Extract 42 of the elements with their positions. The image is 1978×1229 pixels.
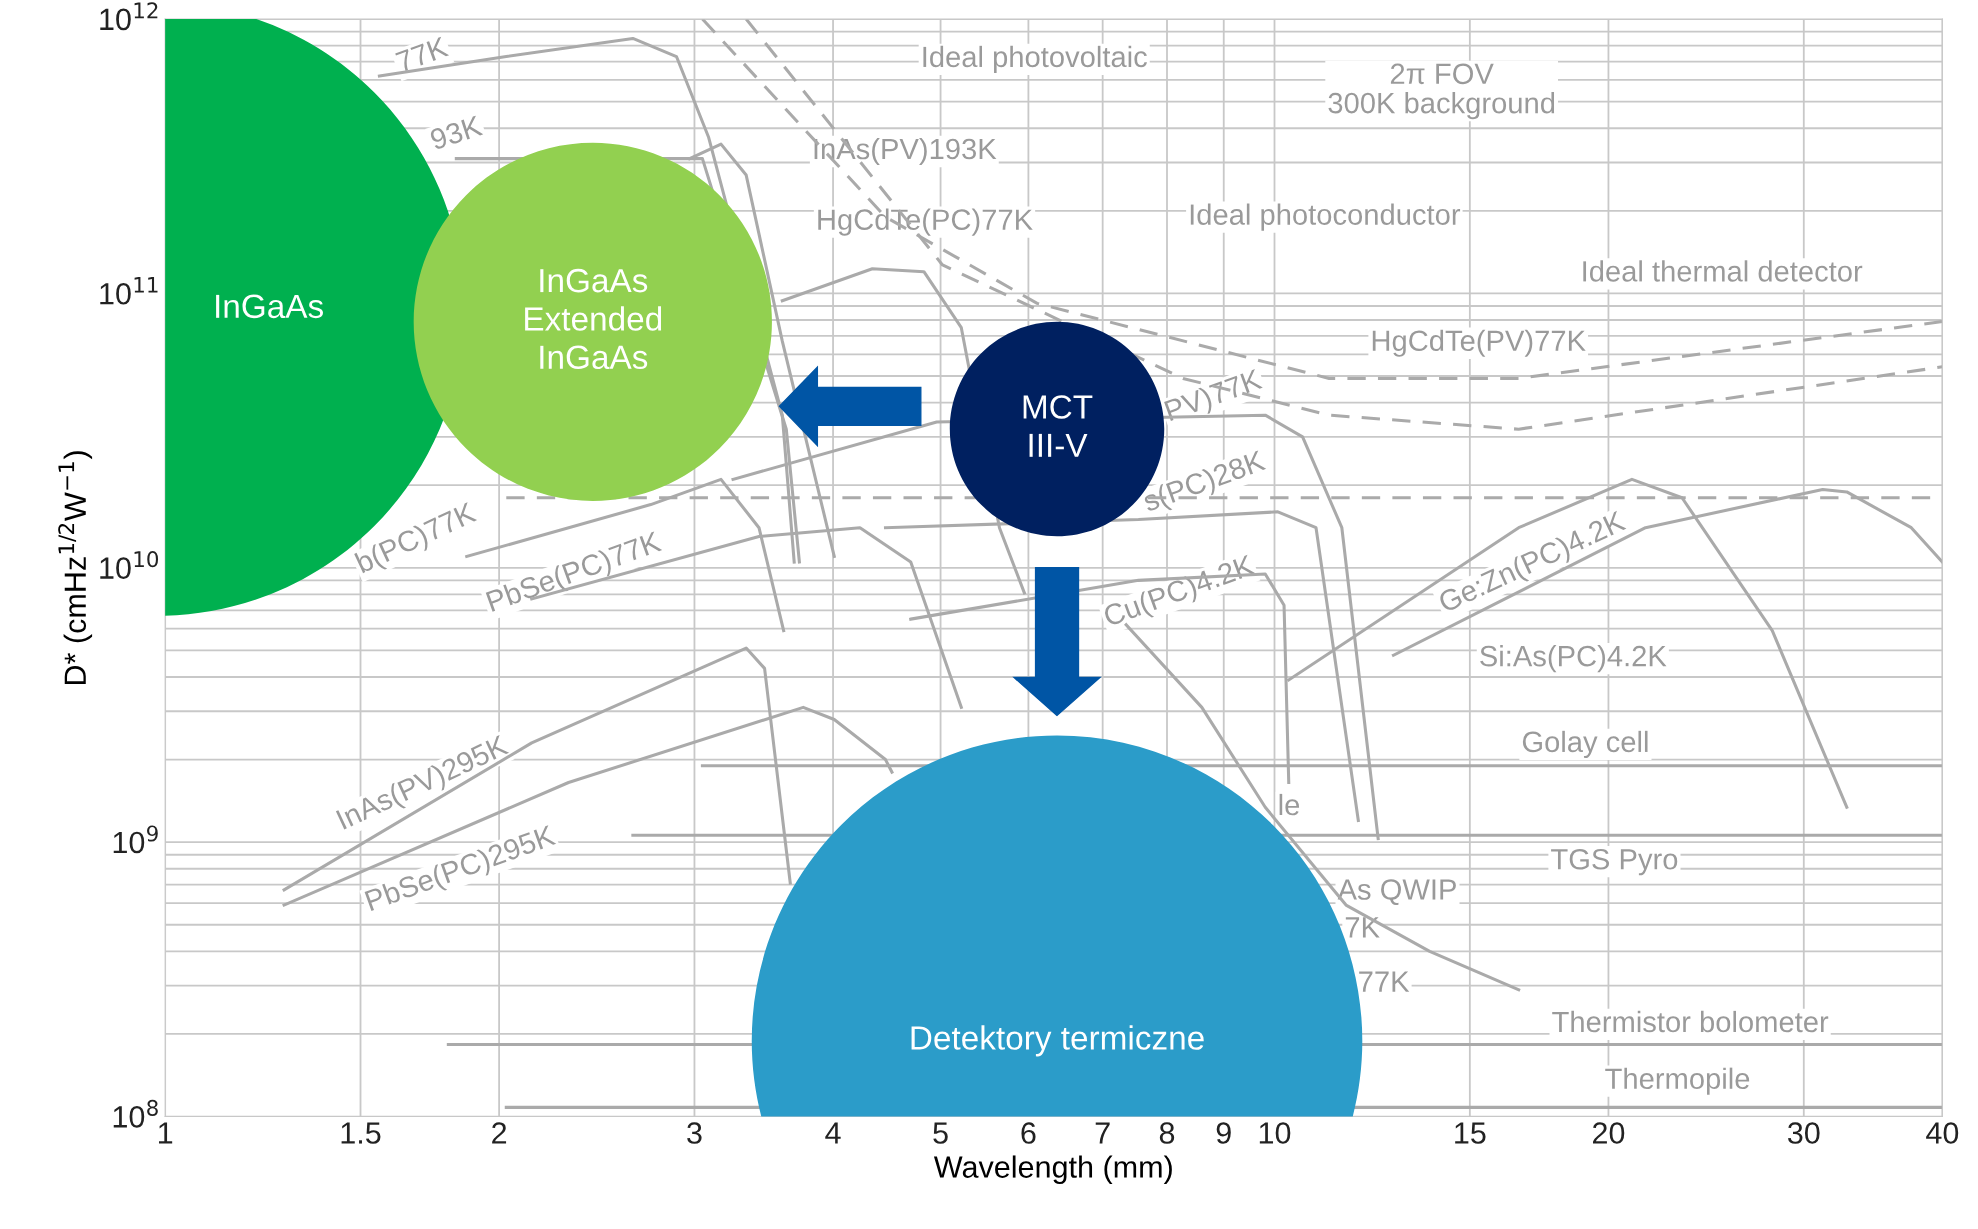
y-tick-label: 10$^{10}$ bbox=[100, 551, 159, 579]
x-tick-label: 6 bbox=[1021, 1122, 1036, 1144]
annotation: Detektory termiczne bbox=[911, 1025, 1204, 1057]
annotation: Thermopile bbox=[1605, 1067, 1750, 1095]
x-tick-label: 5 bbox=[933, 1122, 948, 1144]
annotation: 77K bbox=[395, 36, 450, 73]
annotation: InGaAs bbox=[216, 294, 323, 319]
annotation: HgCdTe(PV)77K bbox=[1372, 329, 1586, 357]
annotation: 7K bbox=[1345, 917, 1380, 938]
y-tick-label: 10$^{9}$ bbox=[113, 825, 158, 854]
x-axis-title: Wavelength (mm) bbox=[933, 1155, 1172, 1184]
annotation: As QWIP bbox=[1337, 879, 1456, 906]
x-tick-label: 9 bbox=[1216, 1122, 1231, 1144]
x-tick-label: 2 bbox=[492, 1122, 507, 1144]
x-tick-label: 40 bbox=[1926, 1122, 1959, 1144]
x-tick-label: 1.5 bbox=[341, 1122, 381, 1144]
x-tick-label: 30 bbox=[1787, 1122, 1820, 1144]
x-tick-label: 20 bbox=[1593, 1122, 1625, 1144]
annotation: le bbox=[1279, 793, 1300, 816]
annotation: 77K bbox=[1359, 971, 1410, 992]
x-tick-label: 4 bbox=[825, 1122, 841, 1144]
annotation: Ideal photovoltaic bbox=[923, 45, 1147, 74]
x-tick-label: 8 bbox=[1159, 1122, 1175, 1144]
annotation: 2π FOV 300K background bbox=[1328, 63, 1555, 120]
annotation: MCT III-V bbox=[1023, 395, 1093, 457]
annotation: Thermistor bolometer bbox=[1552, 1010, 1829, 1033]
y-axis-title: D* (cmHz$^{1/2}$W$^{−1}$) bbox=[58, 451, 93, 684]
annotation: Ideal thermal detector bbox=[1583, 260, 1863, 282]
annotation: Ideal photoconductor bbox=[1190, 203, 1461, 231]
annotation: TGS Pyro bbox=[1551, 848, 1678, 876]
annotation: Golay cell bbox=[1522, 730, 1648, 758]
x-tick-label: 3 bbox=[687, 1122, 702, 1144]
y-tick-label: 10$^{8}$ bbox=[113, 1099, 158, 1128]
annotation: Si:As(PC)4.2K bbox=[1480, 645, 1667, 673]
x-tick-label: 1 bbox=[159, 1122, 173, 1144]
y-tick-label: 10$^{12}$ bbox=[100, 2, 158, 31]
annotation: InGaAs Extended InGaAs bbox=[525, 268, 662, 370]
x-tick-label: 15 bbox=[1455, 1122, 1486, 1144]
x-tick-label: 10 bbox=[1259, 1122, 1291, 1144]
y-tick-label: 10$^{11}$ bbox=[100, 277, 158, 305]
x-tick-label: 7 bbox=[1095, 1122, 1110, 1144]
annotation: 93K bbox=[429, 114, 484, 151]
